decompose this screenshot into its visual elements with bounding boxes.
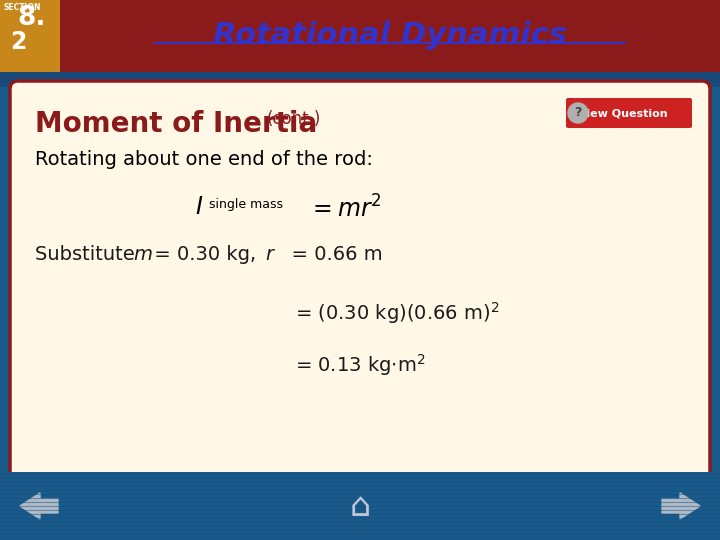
FancyBboxPatch shape [10, 81, 710, 480]
Text: 8.: 8. [17, 5, 45, 31]
Text: View Question: View Question [578, 108, 668, 118]
FancyArrow shape [662, 493, 700, 519]
Text: Rotating about one end of the rod:: Rotating about one end of the rod: [35, 150, 373, 169]
Text: Moment of Inertia: Moment of Inertia [35, 110, 318, 138]
Bar [0, 0, 60, 72]
Bar [0, 472, 720, 540]
Text: 2: 2 [10, 30, 27, 54]
Text: $= mr^{2}$: $= mr^{2}$ [308, 195, 382, 222]
FancyArrow shape [20, 493, 58, 519]
Circle shape [568, 103, 588, 123]
Text: ?: ? [575, 106, 582, 119]
Text: single mass: single mass [209, 198, 283, 211]
Text: = 0.13 kg$\cdot$m$^{2}$: = 0.13 kg$\cdot$m$^{2}$ [295, 352, 426, 378]
Text: $r$: $r$ [265, 245, 276, 264]
Text: Substitute: Substitute [35, 245, 141, 264]
Text: SECTION: SECTION [3, 3, 40, 12]
Text: = 0.66 m: = 0.66 m [279, 245, 382, 264]
Text: Rotational Dynamics: Rotational Dynamics [213, 22, 567, 51]
Text: = (0.30 kg)(0.66 m)$^{2}$: = (0.30 kg)(0.66 m)$^{2}$ [295, 300, 499, 326]
Text: $m$: $m$ [133, 245, 153, 264]
Bar [0, 72, 720, 87]
Text: (cont.): (cont.) [267, 110, 321, 128]
Text: = 0.30 kg,: = 0.30 kg, [148, 245, 262, 264]
Text: $I$: $I$ [195, 195, 203, 219]
Text: ⌂: ⌂ [349, 489, 371, 523]
FancyBboxPatch shape [566, 98, 692, 128]
Bar [0, 0, 720, 72]
